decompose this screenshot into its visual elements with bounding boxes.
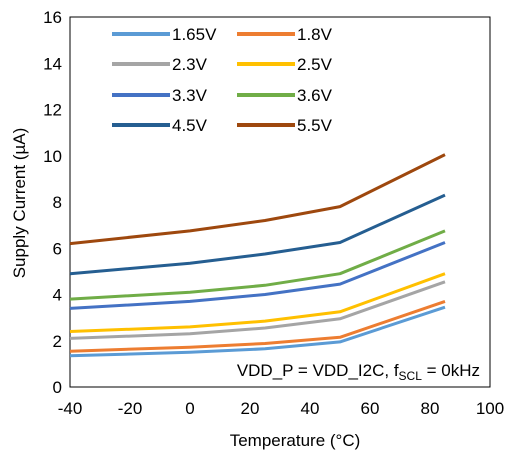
y-tick-labels: 0 2 4 6 8 10 12 14 16: [43, 8, 62, 397]
legend-label: 5.5V: [297, 116, 333, 135]
x-tick-label: 60: [361, 399, 380, 418]
y-tick-label: 2: [53, 332, 62, 351]
series-line-1-8v: [69, 299, 446, 353]
y-tick-label: 8: [53, 193, 62, 212]
series-line-4-5v: [69, 193, 446, 276]
y-tick-label: 12: [43, 101, 62, 120]
plot-frame: [69, 16, 491, 388]
legend: 1.65V 1.8V 2.3V 2.5V 3.3V 3.6V 4.5V 5.5V: [112, 25, 333, 135]
annotation-main: VDD_P = VDD_I2C, f: [237, 361, 399, 380]
series-lines: [69, 153, 446, 358]
x-tick-label: 20: [241, 399, 260, 418]
x-tick-label: -40: [58, 399, 83, 418]
x-tick-label: 40: [301, 399, 320, 418]
legend-label: 2.5V: [297, 55, 333, 74]
annotation-tail: = 0kHz: [422, 361, 480, 380]
series-line-2-5v: [69, 272, 446, 333]
x-tick-label: 80: [421, 399, 440, 418]
y-tick-label: 0: [53, 378, 62, 397]
y-tick-label: 4: [53, 286, 62, 305]
x-tick-labels: -40 -20 0 20 40 60 80 100: [58, 399, 504, 418]
y-tick-label: 10: [43, 147, 62, 166]
series-line-1-65v: [69, 305, 446, 358]
x-tick-label: 100: [476, 399, 504, 418]
y-axis-title: Supply Current (µA): [10, 128, 29, 279]
series-line-2-3v: [69, 280, 446, 340]
series-line-3-3v: [69, 241, 446, 310]
legend-label: 1.65V: [172, 25, 217, 44]
x-tick-label: 0: [185, 399, 194, 418]
annotation-subscript: SCL: [399, 369, 423, 383]
series-line-3-6v: [69, 229, 446, 301]
legend-label: 3.3V: [172, 86, 208, 105]
x-axis-title: Temperature (°C): [230, 431, 361, 450]
y-tick-label: 14: [43, 54, 62, 73]
y-tick-label: 6: [53, 239, 62, 258]
legend-label: 2.3V: [172, 55, 208, 74]
legend-label: 4.5V: [172, 116, 208, 135]
plot-area-border: [69, 16, 491, 388]
legend-label: 1.8V: [297, 25, 333, 44]
legend-label: 3.6V: [297, 86, 333, 105]
y-tick-label: 16: [43, 8, 62, 27]
test-condition-annotation: VDD_P = VDD_I2C, fSCL = 0kHz: [237, 361, 480, 383]
series-line-5-5v: [69, 153, 446, 246]
x-tick-label: -20: [118, 399, 143, 418]
